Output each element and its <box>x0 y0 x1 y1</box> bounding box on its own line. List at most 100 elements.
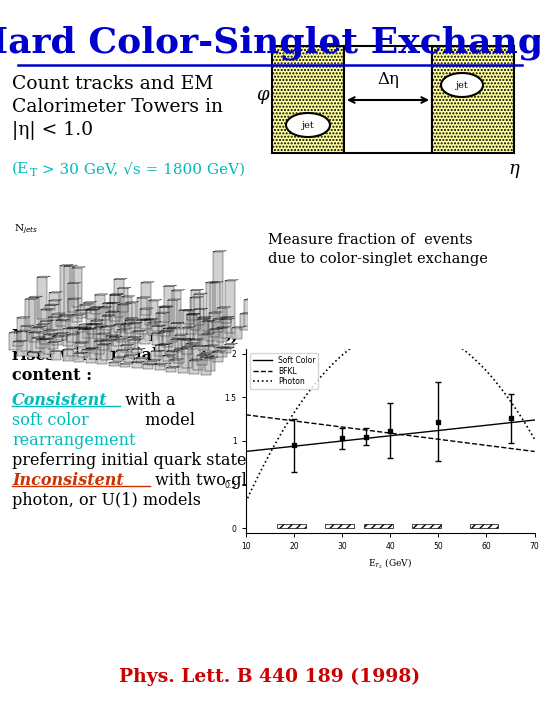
Polygon shape <box>72 267 85 268</box>
Polygon shape <box>182 346 195 347</box>
Polygon shape <box>122 297 132 323</box>
Polygon shape <box>186 344 196 349</box>
Polygon shape <box>79 329 89 343</box>
Polygon shape <box>68 327 80 328</box>
Polygon shape <box>110 294 123 295</box>
Polygon shape <box>125 320 135 333</box>
Polygon shape <box>75 327 89 328</box>
Polygon shape <box>117 351 127 356</box>
Polygon shape <box>194 294 204 340</box>
Legend: Soft Color, BFKL, Photon: Soft Color, BFKL, Photon <box>249 353 319 390</box>
Polygon shape <box>98 343 111 344</box>
Text: jet: jet <box>302 120 314 130</box>
Text: preferring initial quark states: preferring initial quark states <box>12 452 255 469</box>
Polygon shape <box>147 360 160 361</box>
Polygon shape <box>118 305 128 312</box>
Polygon shape <box>198 318 208 336</box>
Text: Count tracks and EM: Count tracks and EM <box>12 75 213 93</box>
Polygon shape <box>128 336 141 338</box>
Polygon shape <box>36 338 50 340</box>
Polygon shape <box>52 313 65 314</box>
Polygon shape <box>29 352 38 357</box>
Polygon shape <box>48 343 58 349</box>
Polygon shape <box>136 357 149 358</box>
Polygon shape <box>202 321 212 331</box>
Polygon shape <box>9 333 19 350</box>
Polygon shape <box>29 297 39 328</box>
Polygon shape <box>21 326 31 351</box>
Polygon shape <box>186 315 197 334</box>
Polygon shape <box>106 336 116 341</box>
Polygon shape <box>40 320 53 321</box>
Polygon shape <box>190 297 204 298</box>
Polygon shape <box>132 349 142 354</box>
Polygon shape <box>68 282 81 284</box>
Polygon shape <box>37 277 47 319</box>
Bar <box>344 46 432 153</box>
Polygon shape <box>220 348 231 353</box>
Polygon shape <box>171 338 184 340</box>
Polygon shape <box>186 343 199 344</box>
Polygon shape <box>76 310 85 318</box>
Bar <box>363 523 393 528</box>
Polygon shape <box>45 304 58 305</box>
Polygon shape <box>129 323 139 328</box>
Polygon shape <box>245 300 254 325</box>
Polygon shape <box>67 335 77 356</box>
Polygon shape <box>147 361 157 365</box>
Bar <box>325 523 354 528</box>
Polygon shape <box>136 358 146 364</box>
Polygon shape <box>78 328 88 357</box>
Polygon shape <box>205 358 214 371</box>
Text: Hard Color-Singlet Exchange: Hard Color-Singlet Exchange <box>0 25 540 60</box>
Polygon shape <box>118 287 131 289</box>
Polygon shape <box>102 316 112 330</box>
Polygon shape <box>75 343 85 347</box>
Polygon shape <box>179 310 189 328</box>
Line: Soft Color: Soft Color <box>246 420 535 451</box>
Polygon shape <box>183 328 192 339</box>
Polygon shape <box>25 298 38 299</box>
Polygon shape <box>197 354 211 355</box>
Text: model: model <box>140 412 195 429</box>
Polygon shape <box>33 326 46 328</box>
Polygon shape <box>190 298 200 345</box>
Polygon shape <box>156 313 166 326</box>
Polygon shape <box>132 361 145 362</box>
Polygon shape <box>220 347 234 348</box>
Polygon shape <box>49 292 63 293</box>
Polygon shape <box>121 346 131 352</box>
Polygon shape <box>72 268 82 307</box>
Polygon shape <box>166 366 179 368</box>
Polygon shape <box>145 318 158 320</box>
Polygon shape <box>181 339 195 340</box>
Polygon shape <box>148 323 158 336</box>
Polygon shape <box>17 331 27 341</box>
Polygon shape <box>143 364 153 369</box>
Photon <box>518 413 525 422</box>
Polygon shape <box>152 333 161 346</box>
Polygon shape <box>197 355 207 365</box>
Polygon shape <box>44 333 58 335</box>
Polygon shape <box>40 310 51 329</box>
Polygon shape <box>140 320 151 330</box>
BFKL <box>531 447 538 456</box>
Polygon shape <box>14 341 26 342</box>
Polygon shape <box>110 294 120 336</box>
Polygon shape <box>213 252 223 347</box>
Polygon shape <box>113 323 127 325</box>
Polygon shape <box>51 350 65 351</box>
Polygon shape <box>37 325 47 333</box>
Polygon shape <box>17 318 27 356</box>
Polygon shape <box>167 350 180 351</box>
Polygon shape <box>201 354 211 361</box>
Polygon shape <box>151 351 161 360</box>
Polygon shape <box>60 315 70 321</box>
Polygon shape <box>182 347 192 354</box>
Polygon shape <box>189 361 199 374</box>
Polygon shape <box>75 352 87 354</box>
Polygon shape <box>159 307 168 366</box>
Polygon shape <box>113 357 126 358</box>
Polygon shape <box>213 319 224 332</box>
Polygon shape <box>94 294 108 295</box>
